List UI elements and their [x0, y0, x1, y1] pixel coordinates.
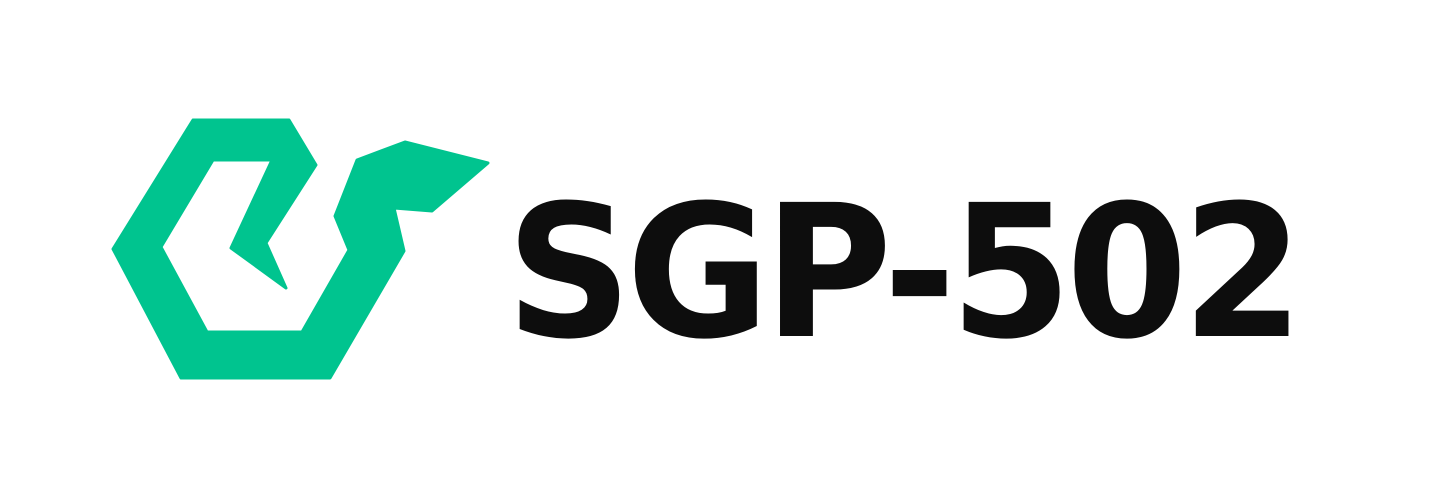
brand-wordmark: SGP-502 [506, 166, 1304, 380]
snake-hexagon-shape [111, 118, 490, 380]
